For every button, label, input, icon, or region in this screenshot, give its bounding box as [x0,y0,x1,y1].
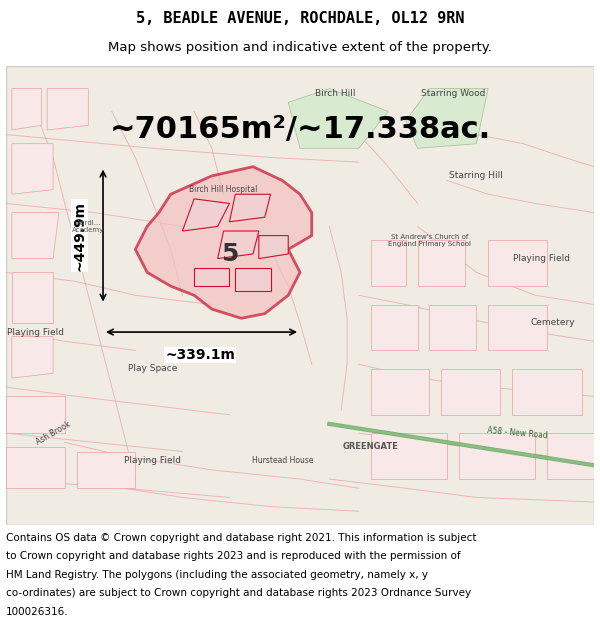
Text: Playing Field: Playing Field [125,456,182,465]
Polygon shape [259,236,288,259]
Text: Birch Hill Hospital: Birch Hill Hospital [190,185,258,194]
Text: Starring Hill: Starring Hill [449,171,503,181]
Text: ~70165m²/~17.338ac.: ~70165m²/~17.338ac. [109,116,491,144]
Text: ~339.1m: ~339.1m [165,348,235,362]
Polygon shape [136,167,312,318]
Text: 100026316.: 100026316. [6,607,68,617]
Polygon shape [371,240,406,286]
Text: A58 - New Road: A58 - New Road [487,426,548,440]
Polygon shape [6,396,65,433]
Polygon shape [77,451,136,488]
Polygon shape [194,268,229,286]
Text: Hurstead House: Hurstead House [251,456,313,465]
Text: Map shows position and indicative extent of the property.: Map shows position and indicative extent… [108,41,492,54]
Text: Contains OS data © Crown copyright and database right 2021. This information is : Contains OS data © Crown copyright and d… [6,533,476,543]
Polygon shape [459,433,535,479]
Polygon shape [371,369,430,415]
Polygon shape [12,337,53,378]
Polygon shape [6,447,65,488]
Text: Play Space: Play Space [128,364,178,373]
Polygon shape [406,89,488,148]
Text: St Andrew's Church of
England Primary School: St Andrew's Church of England Primary Sc… [388,234,471,247]
Polygon shape [12,213,59,259]
Polygon shape [235,268,271,291]
Text: ~449.9m: ~449.9m [73,201,86,271]
Polygon shape [229,194,271,222]
Polygon shape [488,240,547,286]
Polygon shape [12,144,53,194]
Text: HM Land Registry. The polygons (including the associated geometry, namely x, y: HM Land Registry. The polygons (includin… [6,570,428,580]
Polygon shape [512,369,582,415]
Polygon shape [47,89,88,130]
Text: GREENGATE: GREENGATE [343,442,398,451]
Polygon shape [218,231,259,259]
Text: Playing Field: Playing Field [512,254,569,263]
Text: 5, BEADLE AVENUE, ROCHDALE, OL12 9RN: 5, BEADLE AVENUE, ROCHDALE, OL12 9RN [136,11,464,26]
Text: co-ordinates) are subject to Crown copyright and database rights 2023 Ordnance S: co-ordinates) are subject to Crown copyr… [6,588,471,598]
Polygon shape [441,369,500,415]
Text: Starring Wood: Starring Wood [421,89,485,98]
Polygon shape [371,433,447,479]
Polygon shape [182,199,229,231]
Text: Playing Field: Playing Field [7,328,64,336]
Polygon shape [418,240,464,286]
Polygon shape [12,272,53,323]
Polygon shape [430,304,476,351]
Polygon shape [488,304,547,351]
Text: to Crown copyright and database rights 2023 and is reproduced with the permissio: to Crown copyright and database rights 2… [6,551,461,561]
Polygon shape [12,89,41,130]
Text: Wardl...
Academy: Wardl... Academy [72,220,104,233]
Text: 5: 5 [221,242,238,266]
Text: Birch Hill: Birch Hill [315,89,356,98]
Text: Ash Brook: Ash Brook [34,419,72,447]
Polygon shape [288,89,388,148]
Polygon shape [547,433,594,479]
Polygon shape [371,304,418,351]
Text: Cemetery: Cemetery [530,318,575,328]
